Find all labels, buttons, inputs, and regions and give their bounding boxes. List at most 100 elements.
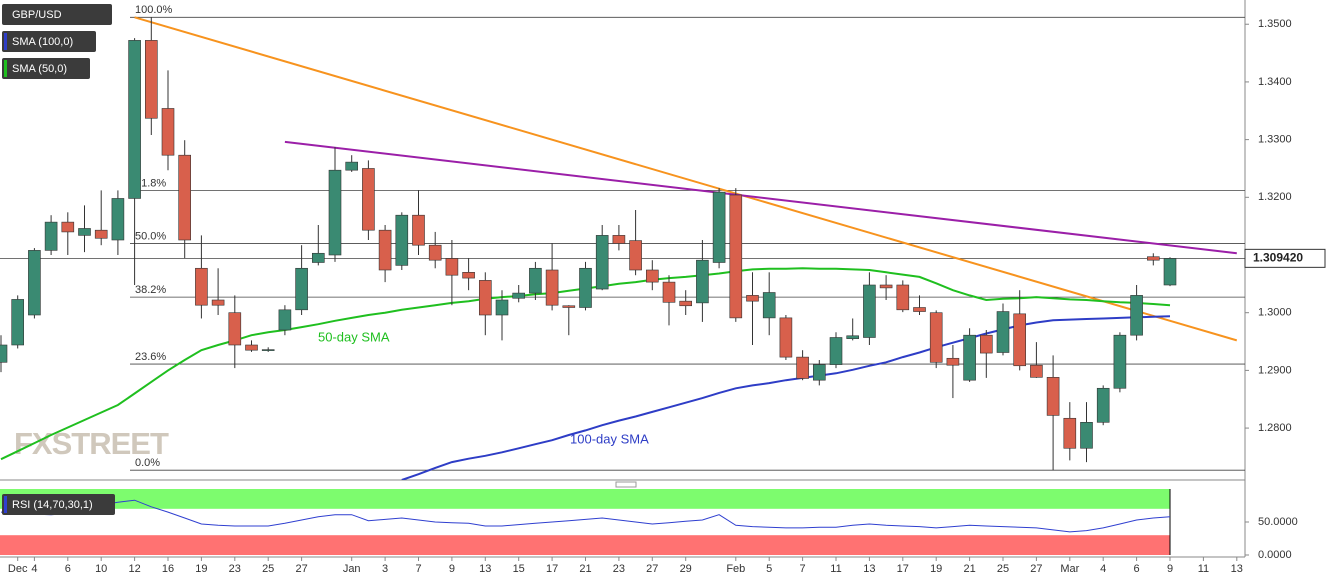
candle-body <box>645 269 659 283</box>
y-tick-label: 1.2800 <box>1258 422 1292 434</box>
candle-body <box>0 344 8 363</box>
sma-annotation: 50-day SMA <box>318 329 390 344</box>
candle-body <box>846 335 860 339</box>
legend-item-swatch <box>4 33 7 50</box>
candle-body <box>746 295 759 302</box>
candle-body <box>1130 295 1143 336</box>
x-tick-label: 7 <box>800 563 806 575</box>
candle-body <box>211 299 225 306</box>
last-price-label: 1.309420 <box>1253 251 1303 265</box>
x-tick-label: 3 <box>382 563 388 575</box>
x-tick-label: 12 <box>128 563 140 575</box>
candle-body <box>612 235 626 244</box>
trendline <box>134 16 1238 342</box>
candle-body <box>44 221 58 251</box>
candle-body <box>762 292 776 319</box>
rsi-legend-box <box>2 494 115 515</box>
candle-body <box>879 284 893 289</box>
candle-body <box>78 228 91 236</box>
fib-label: 0.0% <box>135 457 160 469</box>
x-tick-label: 9 <box>449 563 455 575</box>
candle-body <box>111 198 125 241</box>
candle-body <box>378 229 392 271</box>
sma-line <box>401 315 1171 480</box>
legend-item-text: GBP/USD <box>12 9 62 21</box>
x-tick-label: 6 <box>1134 563 1140 575</box>
candle-body <box>61 221 75 233</box>
candle-body <box>1147 256 1160 261</box>
candle-body <box>11 299 24 346</box>
candle-body <box>228 312 242 346</box>
candle-body <box>545 269 559 306</box>
candle-body <box>829 337 843 365</box>
x-tick-label: 13 <box>863 563 875 575</box>
candle-body <box>445 258 459 276</box>
candle-body <box>1163 258 1177 286</box>
legend-item-text: SMA (100,0) <box>12 36 73 48</box>
watermark: FXSTREET <box>14 426 169 461</box>
x-tick-label: 29 <box>680 563 692 575</box>
x-tick-label: 19 <box>930 563 942 575</box>
candle-body <box>579 267 592 308</box>
rsi-panel <box>0 499 1171 533</box>
candle-body <box>595 235 609 290</box>
candle-body <box>779 317 793 358</box>
x-tick-label: 15 <box>513 563 525 575</box>
rsi-overbought-band <box>0 489 1170 509</box>
candle-body <box>812 364 826 381</box>
x-tick-label: 23 <box>613 563 625 575</box>
candle-body <box>161 108 175 156</box>
candle-body <box>662 281 676 303</box>
candle-body <box>512 292 526 299</box>
x-tick-label: 16 <box>162 563 174 575</box>
candle-body <box>629 240 642 271</box>
x-tick-label: 6 <box>65 563 71 575</box>
panel-divider-handle[interactable] <box>615 481 637 488</box>
candle-body <box>696 259 709 304</box>
candle-body <box>979 334 993 354</box>
x-tick-label: 27 <box>295 563 307 575</box>
y-tick-label: 1.3400 <box>1258 76 1292 88</box>
rsi-y-tick-label: 0.0000 <box>1258 549 1292 561</box>
candle-body <box>412 214 425 246</box>
x-tick-label: 7 <box>415 563 421 575</box>
candle-body <box>929 312 943 363</box>
legend-item-box <box>2 4 112 25</box>
x-tick-label: 25 <box>997 563 1009 575</box>
x-tick-label: 23 <box>229 563 241 575</box>
legend-item-box <box>2 31 96 52</box>
x-tick-label: 4 <box>1100 563 1106 575</box>
candle-body <box>395 214 409 266</box>
candle-body <box>1046 377 1060 416</box>
candle-body <box>28 250 41 316</box>
y-tick-label: 1.2900 <box>1258 364 1292 376</box>
fib-label: 23.6% <box>135 351 166 363</box>
candle-body <box>178 154 191 241</box>
rsi-legend-text: RSI (14,70,30,1) <box>12 499 93 511</box>
x-tick-label: 4 <box>31 563 37 575</box>
candle-body <box>796 356 809 379</box>
candle-body <box>946 357 960 366</box>
fib-label: 61.8% <box>135 177 166 189</box>
candle-body <box>145 40 158 119</box>
candle-body <box>462 272 475 279</box>
candle-body <box>529 267 542 294</box>
candle-body <box>328 169 342 256</box>
x-tick-label: 13 <box>1231 563 1243 575</box>
candle-body <box>1013 313 1027 367</box>
sma-annotation: 100-day SMA <box>570 431 649 446</box>
candle-body <box>478 280 492 316</box>
price-panel: 100.0% 61.8% 50.0% 38.2% 23.6% 0.0% <box>0 4 1245 480</box>
x-tick-label: 25 <box>262 563 274 575</box>
candle-body <box>278 309 292 331</box>
x-tick-label: Mar <box>1060 563 1079 575</box>
candle-body <box>295 267 308 311</box>
x-tick-label: 21 <box>963 563 975 575</box>
y-tick-label: 1.3500 <box>1258 18 1292 30</box>
y-tick-label: 1.3200 <box>1258 191 1292 203</box>
candle-body <box>128 40 141 199</box>
candle-body <box>562 305 576 308</box>
x-tick-label: 17 <box>546 563 558 575</box>
